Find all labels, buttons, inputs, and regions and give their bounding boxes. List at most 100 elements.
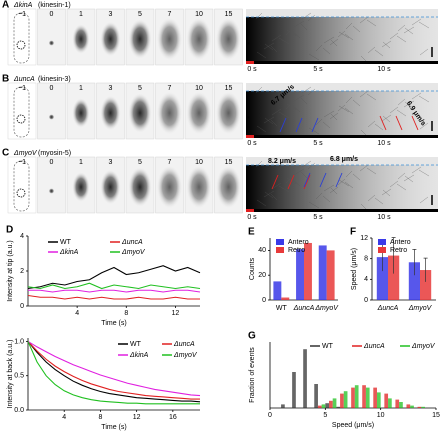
time-bar bbox=[246, 61, 438, 64]
kymo-streak bbox=[270, 193, 278, 201]
hist-bar bbox=[332, 398, 337, 408]
frame-label: 5 bbox=[138, 85, 142, 92]
kymo-streak bbox=[323, 110, 335, 118]
y-axis-label: Fraction of events bbox=[249, 347, 256, 403]
kymo-streak bbox=[359, 16, 369, 24]
y-tick-label: 0 bbox=[20, 303, 24, 310]
frame bbox=[37, 156, 66, 214]
kymo-streak bbox=[278, 111, 290, 119]
kymo-streak bbox=[404, 27, 414, 35]
speed-annotation: 8.2 μm/s bbox=[268, 158, 296, 165]
frame-label: 15 bbox=[225, 11, 233, 18]
kymo-streak bbox=[300, 23, 308, 31]
kymo-streak bbox=[345, 22, 353, 30]
panel-label: D bbox=[6, 225, 13, 236]
kymo-streak bbox=[418, 95, 430, 103]
track-arrow bbox=[379, 115, 387, 131]
bar bbox=[326, 250, 335, 300]
y-tick-label: 4 bbox=[20, 233, 24, 240]
tip-circle bbox=[16, 114, 26, 124]
kymo-streak bbox=[271, 108, 282, 116]
legend-label: Antero bbox=[288, 239, 309, 246]
legend-label: ΔmyoV bbox=[411, 343, 436, 350]
series-line bbox=[27, 341, 200, 405]
signal bbox=[215, 90, 242, 136]
frame-label: 15 bbox=[225, 85, 233, 92]
kymo-streak bbox=[292, 105, 301, 113]
kymo-streak bbox=[293, 94, 305, 102]
series-line bbox=[27, 265, 201, 290]
hist-bar bbox=[365, 387, 370, 408]
track-arrow bbox=[279, 117, 287, 133]
kymo-streak bbox=[307, 88, 316, 96]
kymo-streak bbox=[366, 167, 377, 175]
error-bar bbox=[412, 249, 417, 276]
kymo-streak bbox=[367, 194, 376, 202]
bar bbox=[408, 262, 420, 300]
x-tick-label: 8 bbox=[124, 310, 128, 317]
kymo-streak bbox=[263, 42, 275, 50]
kymo-streak bbox=[344, 181, 354, 189]
y-tick-label: 0 bbox=[262, 297, 266, 304]
frame-label: −1 bbox=[18, 11, 26, 18]
kymo-streak bbox=[381, 188, 392, 196]
frame-label: 7 bbox=[168, 85, 172, 92]
hist-bar bbox=[354, 385, 359, 408]
panel-label: A bbox=[2, 0, 9, 11]
signal bbox=[156, 164, 183, 210]
kymo-streak bbox=[300, 97, 308, 105]
kymo-streak bbox=[403, 26, 415, 34]
kymo-streak bbox=[315, 192, 323, 200]
signal bbox=[48, 188, 55, 194]
kymo-streak bbox=[323, 184, 335, 192]
kymo-streak bbox=[419, 122, 429, 130]
y-tick-label: 2 bbox=[20, 268, 24, 275]
kymo-streak bbox=[367, 46, 376, 54]
kymo-streak bbox=[322, 195, 331, 203]
panel-label: F bbox=[350, 227, 356, 238]
hist-bar bbox=[373, 387, 377, 408]
strain-name: ΔkinA bbox=[13, 2, 33, 9]
strain-name: ΔuncA bbox=[13, 76, 35, 83]
kymo-streak bbox=[271, 34, 282, 42]
track-arrow bbox=[287, 174, 295, 190]
hist-bar bbox=[388, 398, 392, 408]
legend-swatch bbox=[276, 247, 284, 253]
kymo-streak bbox=[308, 53, 320, 61]
kymo-streak bbox=[307, 162, 316, 170]
kymo-streak bbox=[292, 31, 301, 39]
kymo-time-label: 10 s bbox=[377, 66, 391, 73]
star: * bbox=[247, 190, 250, 197]
panel-label: E bbox=[248, 227, 255, 238]
hist-bar bbox=[376, 392, 381, 408]
legend-swatch bbox=[276, 239, 284, 245]
series-line bbox=[28, 289, 201, 293]
series-line bbox=[27, 340, 201, 397]
strain-note: (myosin-5) bbox=[38, 150, 71, 157]
legend-label: Retro bbox=[288, 247, 305, 254]
kymo-streak bbox=[367, 120, 376, 128]
signal bbox=[100, 169, 121, 205]
panel-label: B bbox=[2, 74, 9, 85]
y-axis-label: Intensity at tip (a.u.) bbox=[7, 240, 14, 301]
bar bbox=[388, 255, 400, 300]
kymo-streak bbox=[256, 51, 267, 59]
x-tick-label: ΔuncA bbox=[377, 305, 399, 312]
kymo-streak bbox=[352, 25, 361, 33]
kymo-time-label: 10 s bbox=[377, 140, 391, 147]
kymo-streak bbox=[374, 123, 384, 131]
bar bbox=[420, 270, 432, 300]
time-bar bbox=[246, 135, 438, 138]
kymo-streak bbox=[301, 160, 312, 168]
kymo-streak bbox=[329, 112, 339, 120]
signal bbox=[128, 166, 152, 208]
x-tick-label: 4 bbox=[75, 310, 79, 317]
kymo-streak bbox=[404, 175, 414, 183]
x-tick-label: 5 bbox=[323, 412, 327, 419]
x-axis-label: Time (s) bbox=[101, 320, 126, 327]
signal bbox=[100, 21, 121, 57]
kymo-streak bbox=[381, 114, 392, 122]
x-tick-label: ΔmyoV bbox=[314, 305, 339, 312]
kymo-streak bbox=[322, 121, 331, 129]
